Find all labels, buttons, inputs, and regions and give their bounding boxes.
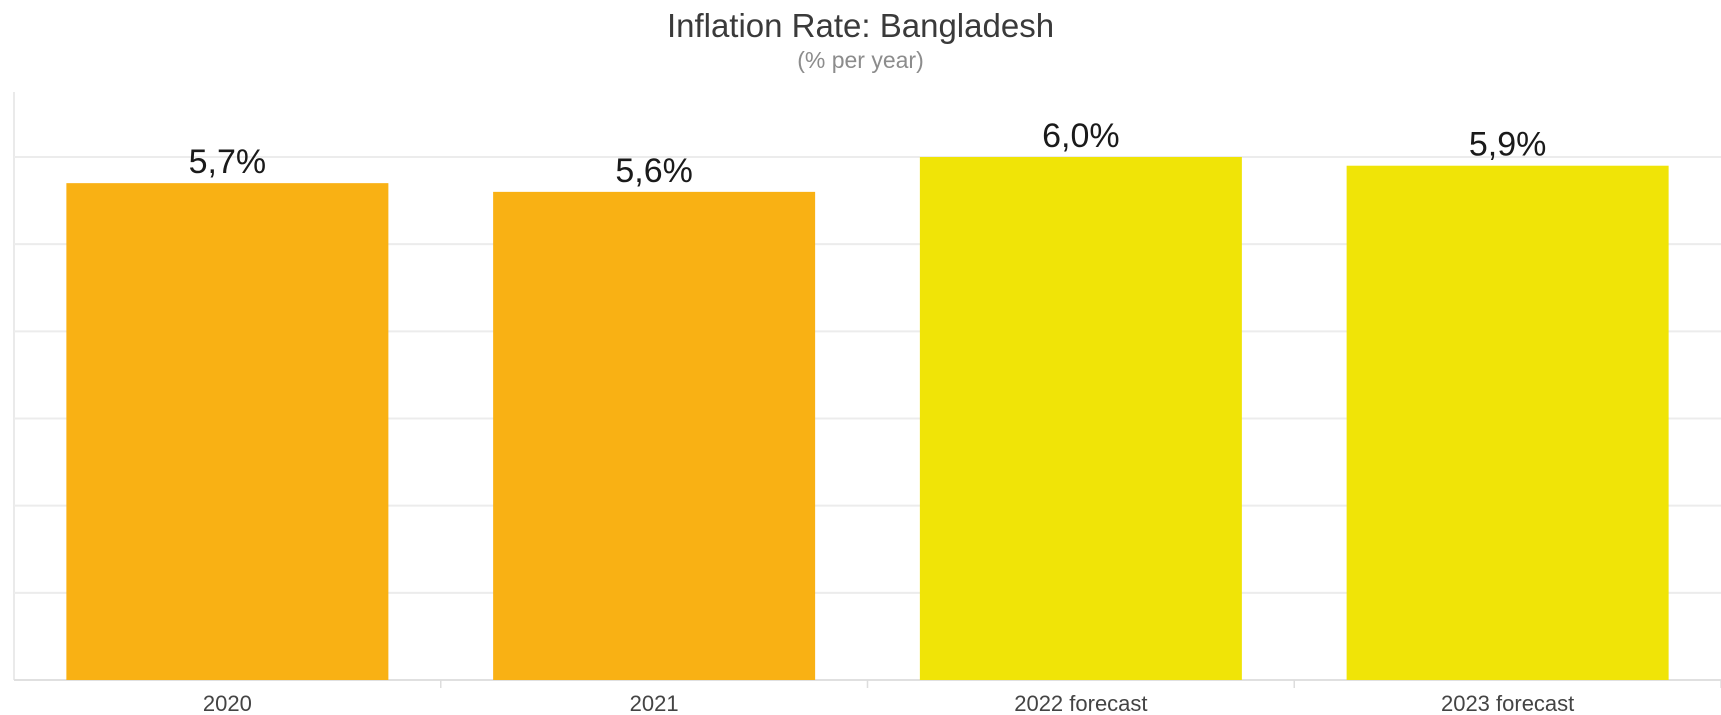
x-axis: 2020 2021 2022 forecast 2023 forecast: [203, 680, 1721, 715]
chart-title: Inflation Rate: Bangladesh: [666, 7, 1055, 44]
bar-2021: [493, 191, 816, 680]
data-label: 5,7%: [189, 143, 267, 181]
bars: [66, 157, 1669, 680]
data-label: 5,6%: [615, 152, 693, 190]
data-label: 6,0%: [1042, 117, 1120, 155]
bar-2020: [66, 183, 389, 680]
bar-2023-forecast: [1346, 165, 1669, 680]
data-labels: 5,7% 5,6% 6,0% 5,9%: [189, 117, 1547, 190]
x-tick-label: 2022 forecast: [1014, 691, 1147, 715]
chart-subtitle: (% per year): [797, 47, 924, 73]
x-tick-label: 2023 forecast: [1441, 691, 1574, 715]
x-tick-label: 2020: [203, 691, 252, 715]
x-tick-label: 2021: [630, 691, 679, 715]
bar-2022-forecast: [919, 157, 1242, 680]
data-label: 5,9%: [1469, 126, 1547, 164]
